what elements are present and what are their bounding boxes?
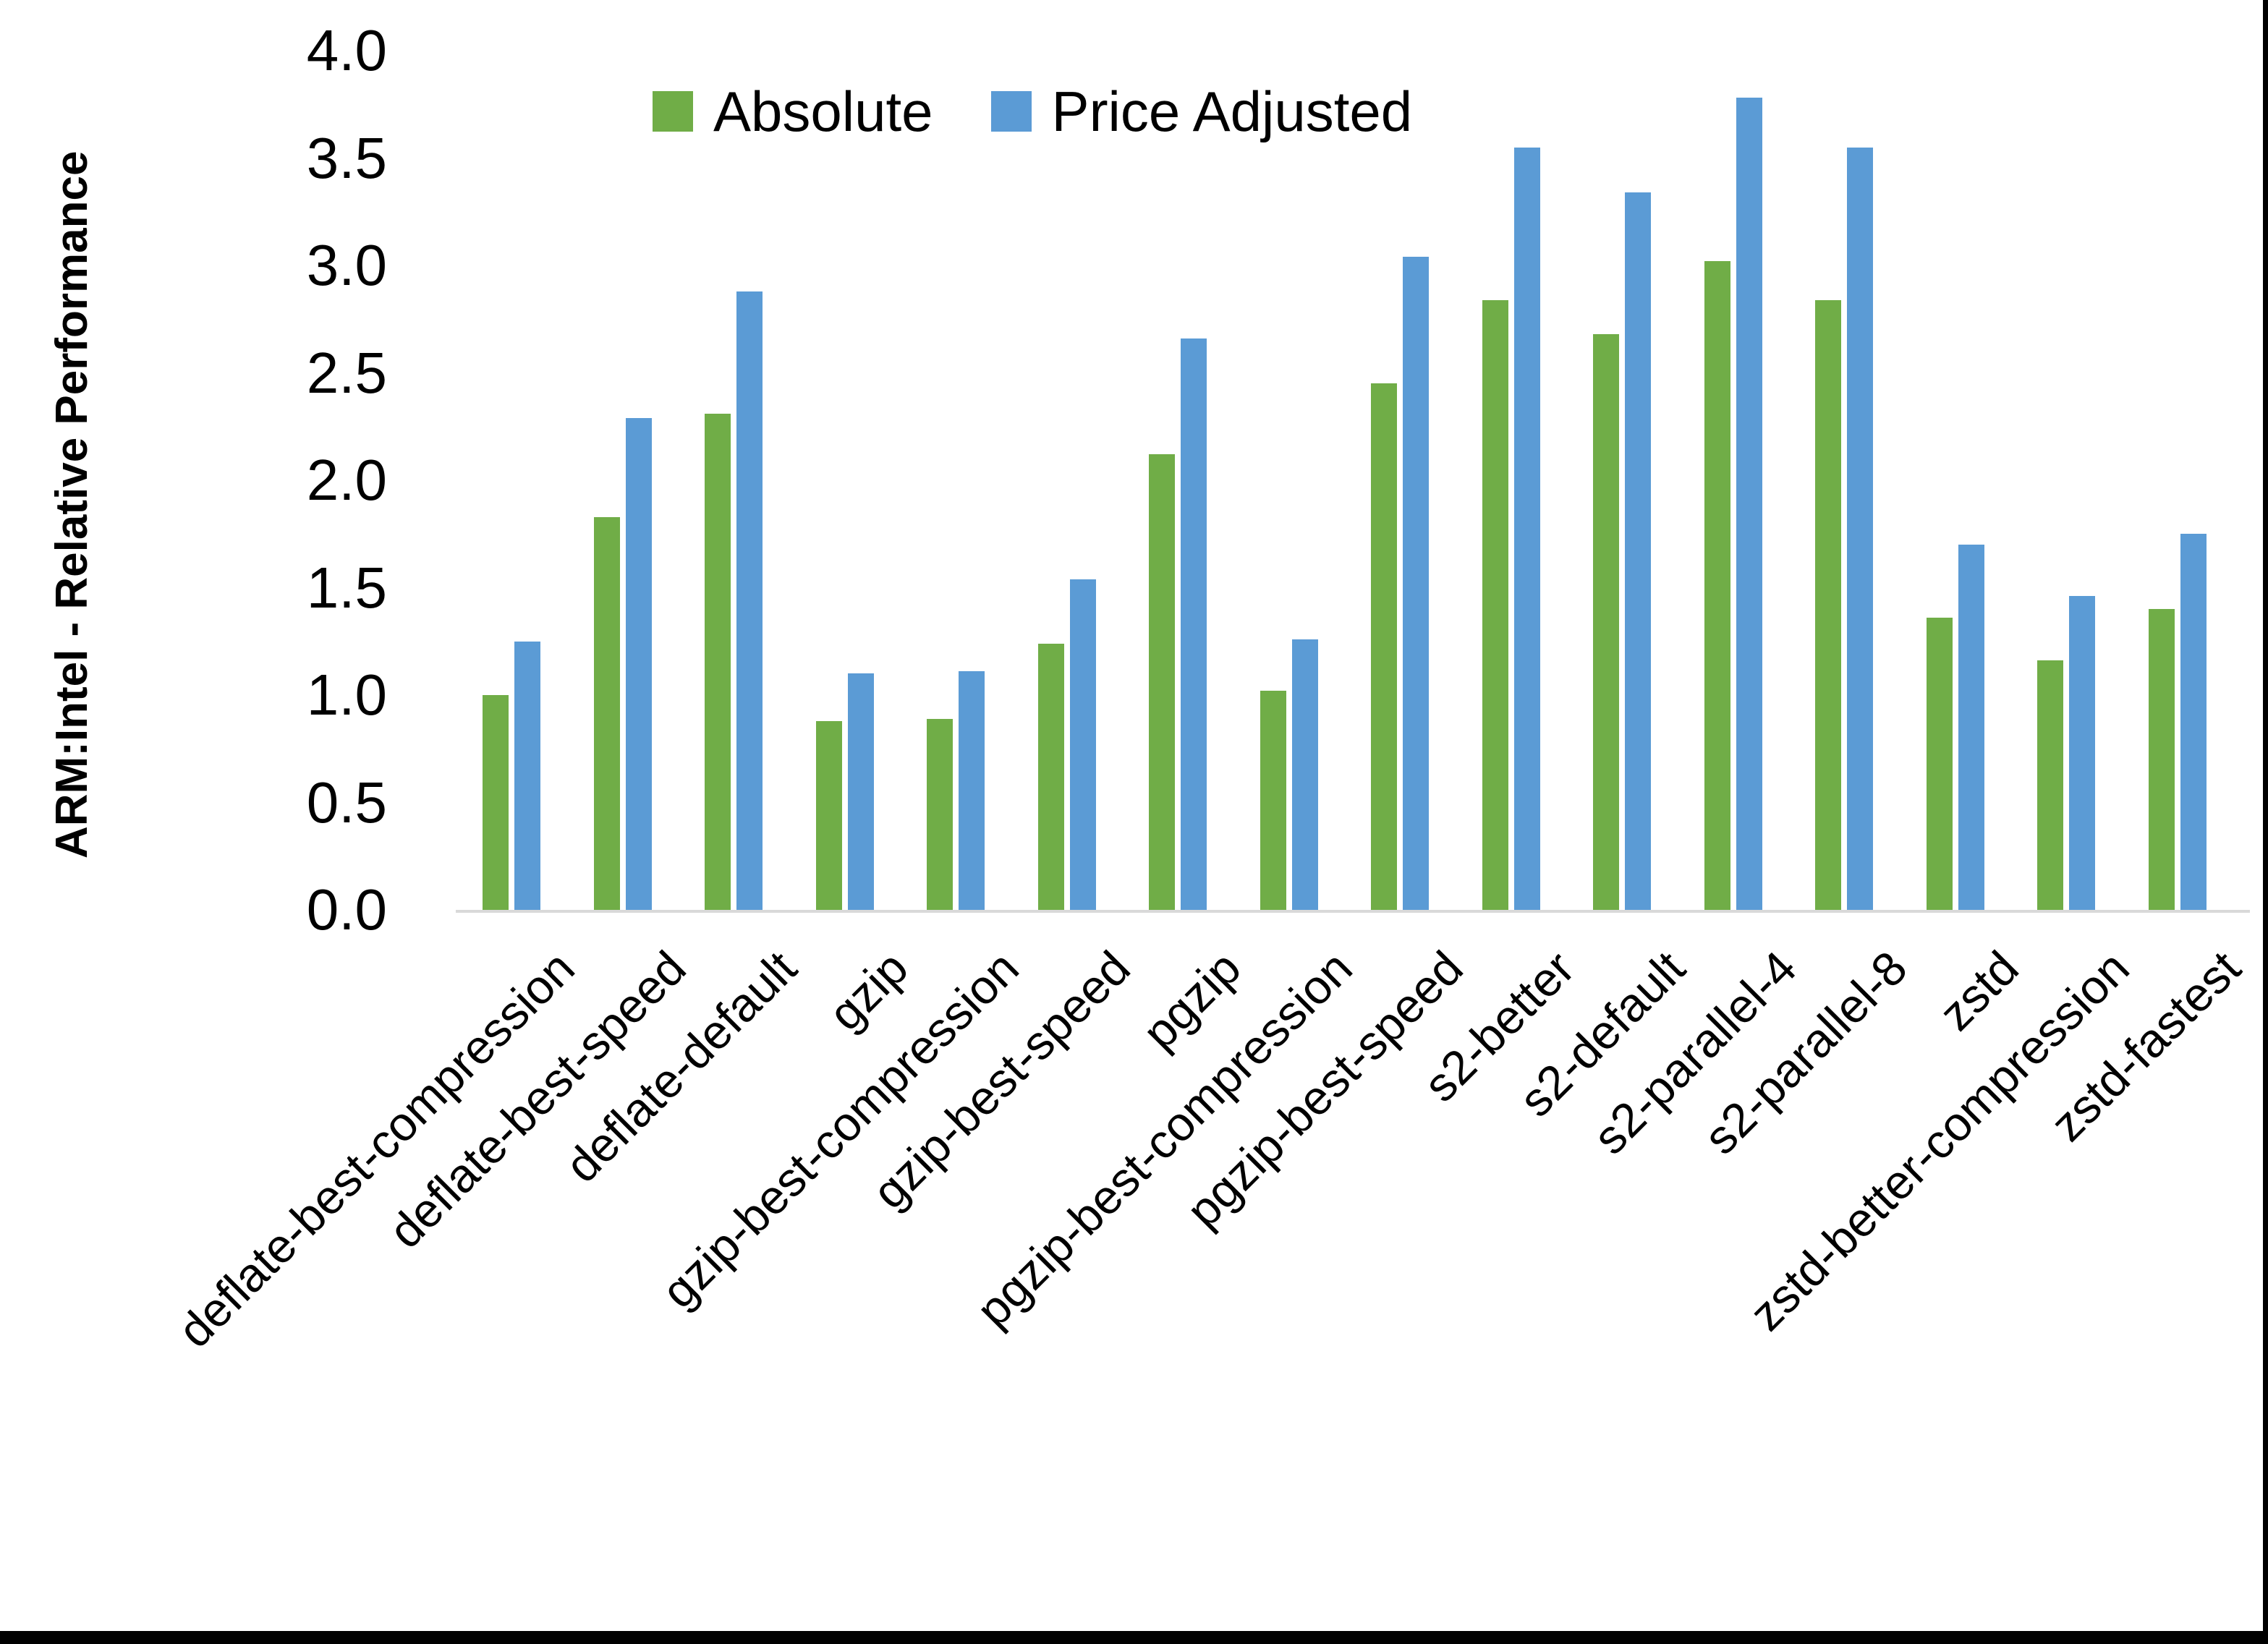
bar-price-adjusted-zstd-better-compression: [2069, 596, 2095, 910]
bar-price-adjusted-s2-parallel-8: [1847, 147, 1873, 910]
bar-absolute-pgzip-best-speed: [1371, 383, 1397, 910]
y-tick-label: 0.0: [306, 877, 387, 942]
bar-price-adjusted-gzip: [847, 673, 874, 910]
legend-swatch-price-adjusted-icon: [990, 91, 1032, 132]
bar-absolute-deflate-default: [705, 413, 731, 910]
plot-area: [456, 51, 2250, 913]
bar-absolute-s2-parallel-4: [1704, 261, 1730, 910]
bar-price-adjusted-deflate-best-compression: [514, 641, 540, 910]
y-tick-label: 2.0: [306, 448, 387, 512]
bar-absolute-gzip: [815, 720, 842, 910]
y-tick-label: 1.0: [306, 663, 387, 727]
legend-label-price-adjusted: Price Adjusted: [1051, 80, 1413, 143]
bar-absolute-gzip-best-compression: [927, 718, 953, 910]
bar-price-adjusted-pgzip-best-speed: [1403, 257, 1429, 910]
y-tick-label: 3.0: [306, 233, 387, 297]
bar-price-adjusted-pgzip: [1181, 338, 1207, 910]
bar-absolute-zstd-better-compression: [2037, 660, 2063, 910]
bar-absolute-deflate-best-speed: [593, 516, 620, 910]
bar-absolute-zstd: [1926, 618, 1953, 910]
bar-absolute-gzip-best-speed: [1037, 643, 1064, 910]
bar-price-adjusted-s2-better: [1513, 147, 1540, 910]
bar-price-adjusted-zstd: [1958, 545, 1984, 910]
y-axis-title: ARM:Intel - Relative Performance: [47, 150, 97, 859]
bar-absolute-zstd-fastest: [2148, 609, 2175, 910]
bar-absolute-s2-default: [1593, 334, 1619, 910]
bar-absolute-deflate-best-compression: [483, 695, 509, 910]
bar-absolute-s2-parallel-8: [1815, 299, 1841, 910]
bar-price-adjusted-deflate-best-speed: [625, 417, 652, 910]
y-tick-label: 4.0: [306, 18, 387, 82]
y-tick-label: 0.5: [306, 770, 387, 835]
y-tick-label: 2.5: [306, 340, 387, 405]
bar-price-adjusted-s2-parallel-4: [1736, 98, 1762, 910]
bar-price-adjusted-gzip-best-speed: [1069, 579, 1096, 910]
bar-price-adjusted-zstd-fastest: [2180, 534, 2207, 910]
window-border-right: [2263, 0, 2268, 1644]
legend-label-absolute: Absolute: [713, 80, 933, 143]
y-tick-label: 3.5: [306, 125, 387, 190]
bar-absolute-pgzip-best-compression: [1260, 691, 1286, 910]
y-tick-label: 1.5: [306, 555, 387, 620]
legend-swatch-absolute-icon: [653, 91, 693, 132]
window-border-bottom: [0, 1631, 2268, 1644]
bar-absolute-s2-better: [1482, 299, 1508, 910]
bar-price-adjusted-s2-default: [1625, 192, 1651, 910]
x-axis-line: [456, 910, 2250, 913]
bar-price-adjusted-pgzip-best-compression: [1291, 639, 1318, 910]
bar-price-adjusted-deflate-default: [736, 291, 763, 910]
bar-absolute-pgzip: [1149, 454, 1175, 910]
bar-price-adjusted-gzip-best-compression: [959, 671, 985, 910]
legend: Absolute Price Adjusted: [653, 80, 1413, 143]
